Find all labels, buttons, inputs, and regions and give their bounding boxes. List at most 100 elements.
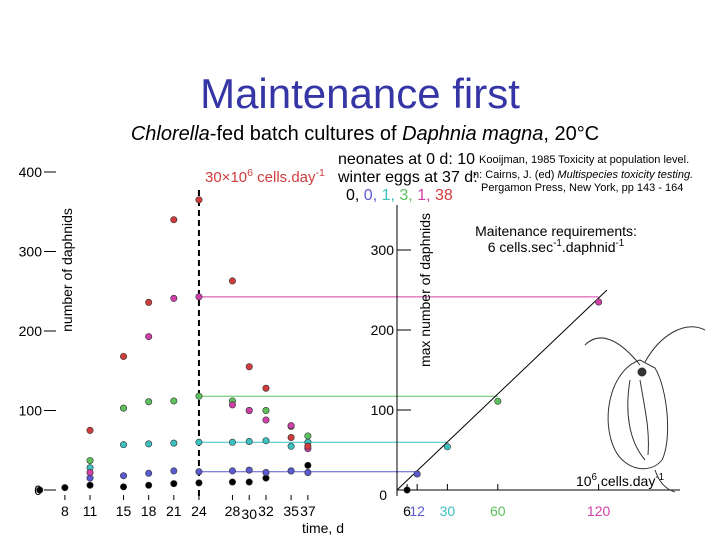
x-tick-label: 30 [241, 506, 257, 522]
daphnia-eye [637, 367, 647, 377]
data-point [304, 442, 312, 450]
annotation-part: -1 [616, 238, 625, 249]
x-tick-label: 30 [440, 503, 456, 519]
x-tick-label: 24 [191, 503, 207, 519]
data-point [120, 472, 128, 480]
x-tick-label: 120 [587, 503, 611, 519]
x-axis-label: time, d [302, 520, 344, 536]
y-tick-label: 300 [371, 242, 395, 258]
egg-counts-part: 1, [417, 187, 435, 204]
data-point [443, 443, 451, 451]
data-point [287, 467, 295, 475]
citation: Kooijman, 1985 Toxicity at population le… [479, 154, 689, 166]
data-point [120, 483, 128, 491]
x-axis-label-part: 6 [592, 472, 598, 483]
x-tick-label: 11 [83, 503, 98, 519]
citation-part: Multispecies toxicity testing. [557, 169, 693, 181]
data-point [304, 432, 312, 440]
data-point [170, 397, 178, 405]
data-point [287, 434, 295, 442]
data-point [245, 363, 253, 371]
data-point [120, 404, 128, 412]
y-tick-label: 100 [19, 403, 43, 419]
data-point [86, 457, 94, 465]
data-point [262, 469, 270, 477]
x-tick-label: 32 [258, 503, 274, 519]
data-point [595, 298, 603, 306]
data-point [245, 438, 253, 446]
x-tick-label: 6 [403, 503, 411, 519]
x-tick-label: 15 [116, 503, 132, 519]
annotation: winter eggs at 37 d: [337, 169, 478, 186]
x-axis-label-part: 10 [576, 473, 592, 489]
citation: Pergamon Press, New York, pp 143 - 164 [481, 182, 683, 194]
subtitle-part: Daphnia magna [402, 123, 543, 145]
subtitle-part: Chlorella [131, 123, 210, 145]
y-axis-label: max number of daphnids [417, 213, 433, 367]
annotation-part: .daphnid [562, 239, 616, 255]
data-point [195, 479, 203, 487]
data-point [86, 481, 94, 489]
data-point [86, 426, 94, 434]
data-point [61, 484, 69, 492]
x-tick-label: 28 [225, 503, 241, 519]
data-point [145, 398, 153, 406]
data-point [120, 441, 128, 449]
data-point [262, 384, 270, 392]
data-point [245, 466, 253, 474]
y-tick-label: 300 [19, 244, 43, 260]
data-point [228, 467, 236, 475]
egg-counts-part: 1, [382, 187, 400, 204]
x-tick-label: 60 [490, 503, 506, 519]
annotation-part: 30×10 [205, 169, 247, 186]
data-point [170, 294, 178, 302]
daphnia-body [607, 359, 669, 470]
citation-part: In: Cairns, J. (ed) [470, 169, 557, 181]
data-point [228, 401, 236, 409]
data-point [170, 480, 178, 488]
daphnia-gut [627, 379, 649, 461]
annotation-part: cells.day [253, 169, 316, 186]
egg-counts-part: 0, [364, 187, 382, 204]
x-tick-label: 37 [300, 503, 316, 519]
data-point [36, 486, 44, 494]
subtitle-part: , 20°C [543, 123, 599, 145]
y-tick-label: 200 [371, 322, 395, 338]
annotation-part: -1 [316, 167, 325, 179]
fit-line [396, 289, 608, 491]
data-point [287, 422, 295, 430]
data-point [195, 196, 203, 204]
y-axis-label: number of daphnids [59, 208, 75, 332]
data-point [304, 461, 312, 469]
data-point [170, 467, 178, 475]
data-point [413, 470, 421, 478]
data-point [195, 293, 203, 301]
data-point [262, 437, 270, 445]
data-point [86, 469, 94, 477]
x-tick-label: 35 [283, 503, 299, 519]
data-point [304, 469, 312, 477]
annotation: 6 cells.sec-1.daphnid-1 [488, 238, 625, 255]
data-point [195, 392, 203, 400]
egg-counts-part: 38 [435, 187, 453, 204]
x-axis-label-part: -1 [655, 472, 664, 483]
x-axis-label-part: cells.day [597, 473, 655, 489]
slide-title: Maintenance first [200, 70, 520, 117]
data-point [145, 440, 153, 448]
citation: In: Cairns, J. (ed) Multispecies toxicit… [470, 169, 693, 181]
data-point [494, 397, 502, 405]
annotation: Maitenance requirements: [475, 223, 637, 239]
x-tick-label: 8 [61, 503, 69, 519]
egg-counts-part: 3, [399, 187, 417, 204]
x-tick-label: 12 [409, 503, 425, 519]
data-point [403, 486, 411, 494]
data-point [170, 216, 178, 224]
data-point [228, 277, 236, 285]
data-point [245, 406, 253, 414]
subtitle: Chlorella-fed batch cultures of Daphnia … [131, 123, 599, 145]
x-tick-label: 18 [141, 503, 157, 519]
y-tick-label: 400 [19, 164, 43, 180]
data-point [245, 478, 253, 486]
data-point [145, 481, 153, 489]
